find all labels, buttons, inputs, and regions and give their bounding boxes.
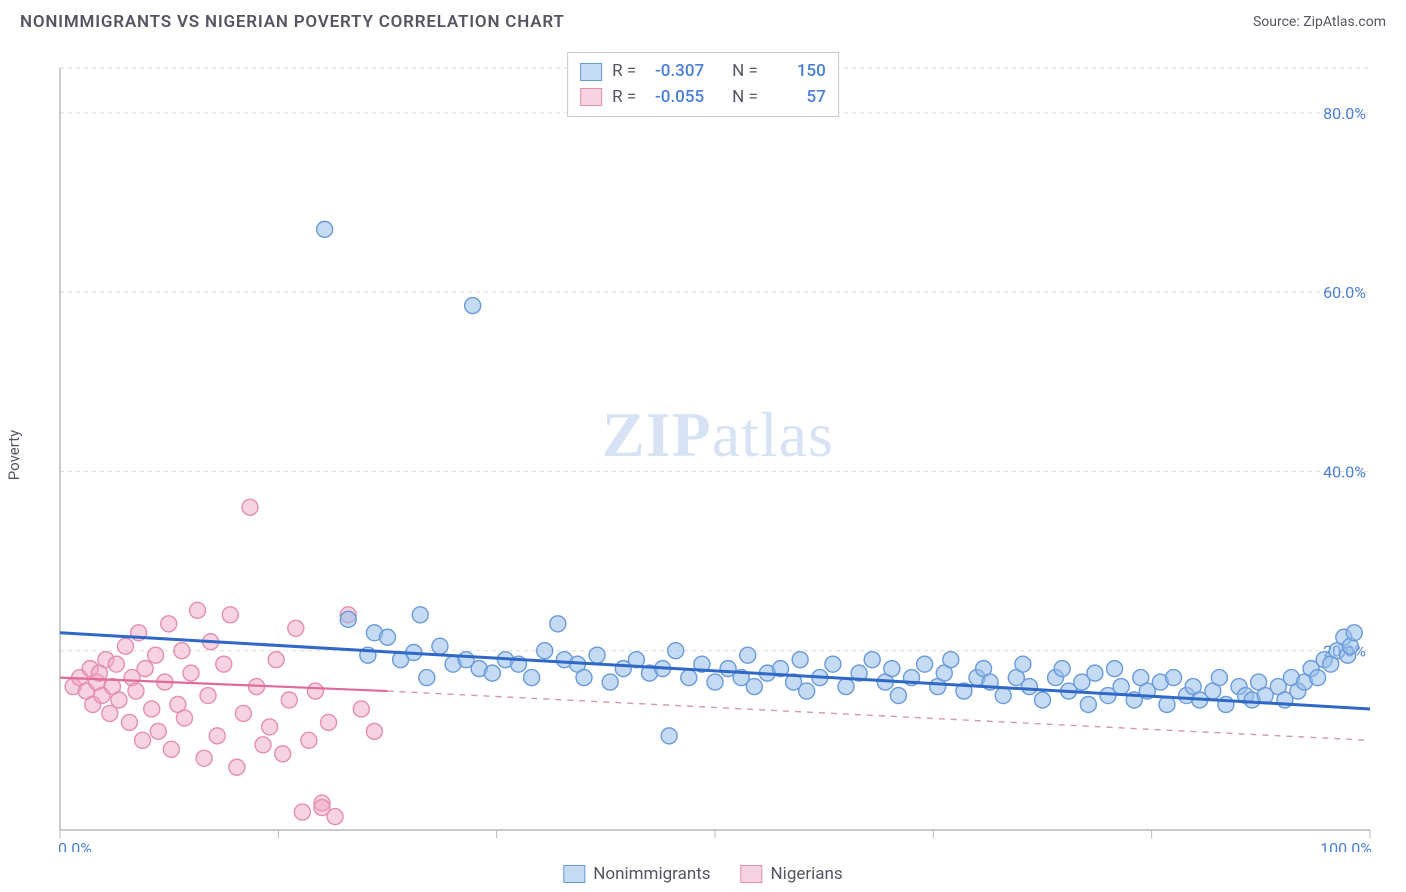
bottom-legend: Nonimmigrants Nigerians xyxy=(563,864,842,884)
svg-text:80.0%: 80.0% xyxy=(1323,104,1366,123)
stats-legend-box: R = -0.307 N = 150 R = -0.055 N = 57 xyxy=(567,52,839,117)
r-label: R = xyxy=(612,85,636,111)
stats-row-series2: R = -0.055 N = 57 xyxy=(580,85,826,111)
legend-label: Nonimmigrants xyxy=(593,864,710,884)
r-value: -0.307 xyxy=(646,59,704,85)
y-axis-title: Poverty xyxy=(5,430,23,480)
swatch-series1-icon xyxy=(563,865,585,883)
chart-area: ZIPatlas 20.0%40.0%60.0%80.0%0.0%100.0% xyxy=(50,50,1386,852)
n-value: 57 xyxy=(768,85,826,111)
swatch-series2-icon xyxy=(741,865,763,883)
source-label: Source: ZipAtlas.com xyxy=(1253,14,1386,30)
legend-item-series2: Nigerians xyxy=(741,864,843,884)
legend-item-series1: Nonimmigrants xyxy=(563,864,710,884)
svg-text:60.0%: 60.0% xyxy=(1323,283,1366,302)
swatch-series2-icon xyxy=(580,88,602,106)
chart-title: NONIMMIGRANTS VS NIGERIAN POVERTY CORREL… xyxy=(20,12,565,32)
svg-text:0.0%: 0.0% xyxy=(58,839,92,852)
n-label: N = xyxy=(732,85,758,111)
n-value: 150 xyxy=(768,59,826,85)
r-value: -0.055 xyxy=(646,85,704,111)
svg-text:40.0%: 40.0% xyxy=(1323,462,1366,481)
scatter-plot: 20.0%40.0%60.0%80.0%0.0%100.0% xyxy=(50,50,1386,852)
n-label: N = xyxy=(732,59,758,85)
legend-label: Nigerians xyxy=(771,864,843,884)
stats-row-series1: R = -0.307 N = 150 xyxy=(580,59,826,85)
swatch-series1-icon xyxy=(580,63,602,81)
svg-text:100.0%: 100.0% xyxy=(1320,839,1372,852)
r-label: R = xyxy=(612,59,636,85)
